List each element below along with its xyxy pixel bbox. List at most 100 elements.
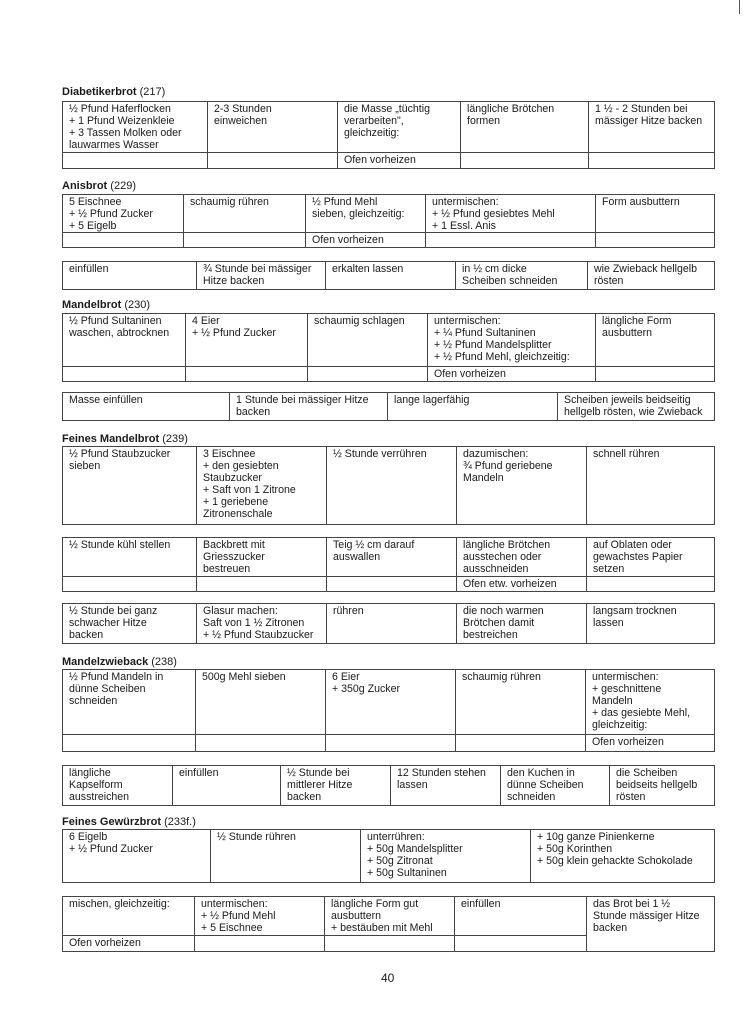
step-cell: die Masse „tüchtig verarbeiten", gleichz…: [337, 101, 461, 153]
step-cell: untermischen: + ½ Pfund Mehl + 5 Eischne…: [194, 896, 325, 936]
step-cell: ½ Pfund Mehl sieben, gleichzeitig:: [305, 194, 426, 233]
step-cell: einfüllen: [62, 261, 197, 290]
recipe-name: Mandelbrot: [62, 299, 122, 311]
table-row: Masse einfüllen 1 Stunde bei mässiger Hit…: [62, 392, 715, 421]
step-cell: in ½ cm dicke Scheiben schneiden: [455, 261, 588, 290]
step-cell: Scheiben jeweils beidseitig hellgelb rös…: [557, 392, 715, 421]
step-cell: [586, 576, 715, 592]
table-row: Ofen vorheizen: [62, 152, 715, 169]
step-cell: untermischen: + ¼ Pfund Sultaninen + ½ P…: [427, 313, 596, 367]
step-cell: Form ausbuttern: [595, 194, 715, 233]
step-cell: [62, 152, 208, 169]
table-row: 5 Eischnee + ½ Pfund Zucker + 5 Eigelb sc…: [62, 194, 715, 233]
recipe-title-anisbrot: Anisbrot (229): [62, 180, 136, 192]
recipe-name: Feines Mandelbrot: [62, 433, 160, 445]
step-cell: das Brot bei 1 ½ Stunde mässiger Hitze b…: [586, 896, 715, 952]
step-cell: ¾ Stunde bei mässiger Hitze backen: [196, 261, 326, 290]
recipe-steps-table-feines-gew-rzbrot: mischen, gleichzeitig: untermischen: + ½ …: [62, 896, 715, 952]
step-cell: [62, 366, 186, 382]
step-cell: ½ Stunde rühren: [210, 829, 361, 883]
step-cell: 6 Eigelb + ½ Pfund Zucker: [62, 829, 211, 883]
step-cell: [62, 232, 184, 248]
step-cell: Ofen vorheizen: [337, 152, 461, 169]
step-cell: Ofen vorheizen: [585, 734, 715, 752]
step-cell: untermischen: + geschnittene Mandeln + d…: [585, 669, 715, 735]
step-cell: [195, 734, 326, 752]
recipe-steps-table-mandelzwieback: längliche Kapselform ausstreichen einfüll…: [62, 765, 715, 806]
step-cell: auf Oblaten oder gewachstes Papier setze…: [586, 537, 715, 577]
recipe-steps-table-mandelbrot: ½ Pfund Sultaninen waschen, abtrocknen 4 …: [62, 313, 715, 382]
step-cell: 5 Eischnee + ½ Pfund Zucker + 5 Eigelb: [62, 194, 184, 233]
step-cell: [460, 152, 589, 169]
recipe-steps-table-feines-gew-rzbrot: 6 Eigelb + ½ Pfund Zucker ½ Stunde rühren…: [62, 829, 715, 883]
step-cell: mischen, gleichzeitig:: [62, 896, 195, 936]
step-cell: [455, 734, 586, 752]
recipe-title-mandelzwieback: Mandelzwieback (238): [62, 656, 177, 668]
step-cell: schaumig rühren: [455, 669, 586, 735]
step-cell: Ofen vorheizen: [62, 935, 195, 952]
step-cell: [194, 935, 325, 952]
step-cell: unterrühren: + 50g Mandelsplitter + 50g …: [360, 829, 531, 883]
recipe-steps-table-mandelbrot: Masse einfüllen 1 Stunde bei mässiger Hit…: [62, 392, 715, 421]
step-cell: Masse einfüllen: [62, 392, 230, 421]
step-cell: längliche Form ausbuttern: [595, 313, 715, 367]
step-cell: [183, 232, 306, 248]
step-cell: dazumischen: ¾ Pfund geriebene Mandeln: [456, 446, 587, 525]
recipe-page-ref: (230): [124, 299, 151, 311]
recipe-steps-table-feines-mandelbrot: ½ Pfund Staubzucker sieben 3 Eischnee + d…: [62, 446, 715, 525]
recipe-page-ref: (217): [139, 86, 166, 98]
step-cell: [595, 366, 715, 382]
step-cell: längliche Brötchen ausstechen oder aussc…: [456, 537, 587, 577]
step-cell: rühren: [326, 603, 457, 644]
recipe-steps-table-feines-mandelbrot: ½ Stunde kühl stellen Backbrett mit Gries…: [62, 537, 715, 592]
table-row: Ofen vorheizen: [62, 935, 715, 952]
step-cell: [588, 152, 715, 169]
table-row: 6 Eigelb + ½ Pfund Zucker ½ Stunde rühren…: [62, 829, 715, 883]
step-cell: 500g Mehl sieben: [195, 669, 326, 735]
recipe-title-diabetikerbrot: Diabetikerbrot (217): [62, 86, 165, 98]
recipe-name: Anisbrot: [62, 180, 108, 192]
step-cell: längliche Kapselform ausstreichen: [62, 765, 173, 806]
table-row: ½ Stunde kühl stellen Backbrett mit Gries…: [62, 537, 715, 577]
step-cell: ½ Stunde bei mittlerer Hitze backen: [280, 765, 391, 806]
step-cell: die noch warmen Brötchen damit bestreich…: [456, 603, 587, 644]
table-row: ½ Pfund Sultaninen waschen, abtrocknen 4 …: [62, 313, 715, 367]
step-cell: wie Zwieback hellgelb rösten: [587, 261, 715, 290]
step-cell: 1 Stunde bei mässiger Hitze backen: [229, 392, 388, 421]
step-cell: 3 Eischnee + den gesiebten Staubzucker +…: [196, 446, 327, 525]
page-number: 40: [381, 971, 395, 985]
table-row: Ofen vorheizen: [62, 734, 715, 752]
table-row: ½ Stunde bei ganz schwacher Hitze backen…: [62, 603, 715, 644]
step-cell: die Scheiben beidseits hellgelb rösten: [609, 765, 715, 806]
table-row: Ofen vorheizen: [62, 232, 715, 248]
step-cell: ½ Stunde kühl stellen: [62, 537, 197, 577]
recipe-steps-table-anisbrot: 5 Eischnee + ½ Pfund Zucker + 5 Eigelb sc…: [62, 194, 715, 248]
step-cell: 1 ½ - 2 Stunden bei mässiger Hitze backe…: [588, 101, 715, 153]
step-cell: [425, 232, 596, 248]
recipe-name: Feines Gewürzbrot: [62, 816, 162, 828]
step-cell: ½ Stunde verrühren: [326, 446, 457, 525]
step-cell: 4 Eier + ½ Pfund Zucker: [185, 313, 308, 367]
step-cell: Ofen vorheizen: [305, 232, 426, 248]
table-row: ½ Pfund Mandeln in dünne Scheiben schnei…: [62, 669, 715, 735]
table-row: ½ Pfund Haferflocken + 1 Pfund Weizenkle…: [62, 101, 715, 153]
step-cell: untermischen: + ½ Pfund gesiebtes Mehl +…: [425, 194, 596, 233]
recipe-steps-table-anisbrot: einfüllen ¾ Stunde bei mässiger Hitze bac…: [62, 261, 715, 290]
step-cell: + 10g ganze Pinienkerne + 50g Korinthen …: [530, 829, 715, 883]
recipe-name: Diabetikerbrot: [62, 86, 137, 98]
step-cell: schaumig schlagen: [307, 313, 428, 367]
step-cell: den Kuchen in dünne Scheiben schneiden: [500, 765, 610, 806]
step-cell: einfüllen: [172, 765, 281, 806]
recipe-name: Mandelzwieback: [62, 656, 149, 668]
step-cell: 2-3 Stunden einweichen: [207, 101, 338, 153]
step-cell: [326, 576, 457, 592]
step-cell: Ofen vorheizen: [427, 366, 596, 382]
step-cell: [324, 935, 455, 952]
step-cell: Teig ½ cm darauf auswallen: [326, 537, 457, 577]
table-row: Ofen etw. vorheizen: [62, 576, 715, 592]
recipe-title-feines-mandelbrot: Feines Mandelbrot (239): [62, 433, 188, 445]
recipe-page-ref: (233f.): [164, 816, 196, 828]
step-cell: Glasur machen: Saft von 1 ½ Zitronen + ½…: [196, 603, 327, 644]
step-cell: ½ Pfund Mandeln in dünne Scheiben schnei…: [62, 669, 196, 735]
scan-edge-mark: [739, 0, 740, 14]
